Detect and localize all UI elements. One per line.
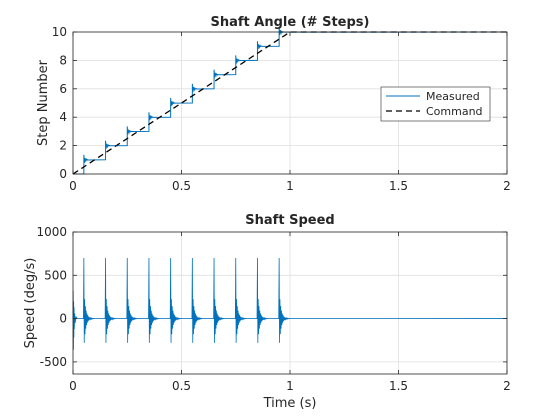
xtick-label: 0 xyxy=(69,179,77,193)
shaft-speed-ylabel: Speed (deg/s) xyxy=(23,258,38,349)
legend-box xyxy=(380,86,491,122)
measured-angle-line xyxy=(73,26,508,175)
shaft-speed-title: Shaft Speed xyxy=(245,213,334,228)
ytick-label: 8 xyxy=(59,53,67,67)
legend-measured-label: Measured xyxy=(426,90,480,103)
xtick-label: 0.5 xyxy=(172,179,191,193)
shaft-speed-series xyxy=(72,257,508,350)
ytick-label: 2 xyxy=(59,139,67,153)
ytick-label: 0 xyxy=(59,312,67,326)
xtick-label: 1 xyxy=(286,379,294,393)
xtick-label: 2 xyxy=(503,379,511,393)
xtick-label: 2 xyxy=(503,179,511,193)
shaft-angle-ticks: 0 0.5 1 1.5 2 0 2 4 6 8 10 xyxy=(52,25,511,193)
legend: Measured Command xyxy=(380,86,491,122)
ytick-label: 1000 xyxy=(36,225,67,239)
xtick-label: 1.5 xyxy=(389,379,408,393)
shaft-angle-title: Shaft Angle (# Steps) xyxy=(211,15,370,30)
shaft-angle-ylabel: Step Number xyxy=(36,59,51,146)
shaft-angle-axes: 0 0.5 1 1.5 2 0 2 4 6 8 10 Shaft Angle (# Steps) S… xyxy=(36,15,511,193)
measured-speed-line xyxy=(72,257,508,350)
xtick-label: 0.5 xyxy=(172,379,191,393)
xtick-label: 1 xyxy=(286,179,294,193)
ytick-label: 0 xyxy=(59,167,67,181)
shaft-speed-xlabel: Time (s) xyxy=(263,396,317,411)
xtick-label: 1.5 xyxy=(389,179,408,193)
ytick-label: 4 xyxy=(59,110,67,124)
ytick-label: 6 xyxy=(59,82,67,96)
xtick-label: 0 xyxy=(69,379,77,393)
ytick-label: 10 xyxy=(52,25,67,39)
legend-command-label: Command xyxy=(426,105,483,118)
ytick-label: 500 xyxy=(44,268,67,282)
ytick-label: -500 xyxy=(40,355,67,369)
